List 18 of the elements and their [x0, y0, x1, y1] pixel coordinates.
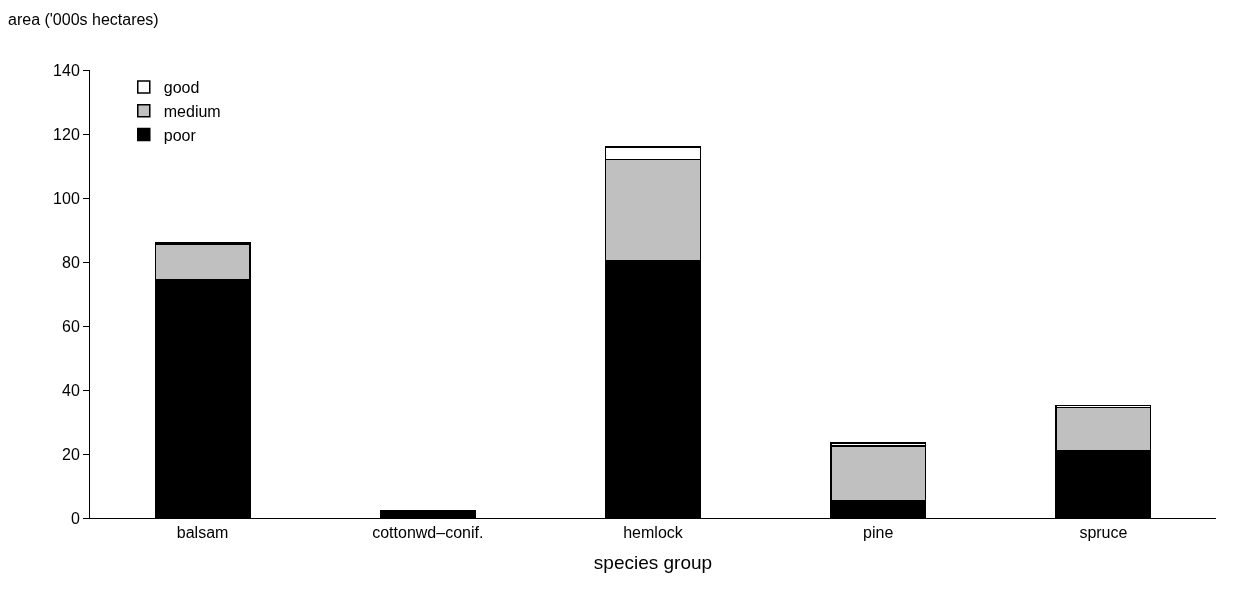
y-axis-title: area ('000s hectares) [8, 11, 159, 28]
y-tick-label: 140 [53, 61, 80, 79]
y-tick-label: 40 [62, 381, 80, 399]
x-tick-label: pine [863, 524, 894, 542]
x-tick-label: spruce [1079, 524, 1128, 542]
x-axis-title: species group [593, 552, 713, 573]
y-tick-label: 60 [62, 317, 80, 335]
x-tick-label: cottonwd–conif. [372, 524, 484, 542]
y-tick-label: 0 [70, 509, 80, 527]
legend-label: good [163, 79, 200, 97]
y-tick-label: 20 [62, 445, 80, 463]
y-tick-label: 120 [53, 125, 80, 143]
y-tick-label: 80 [62, 253, 80, 271]
legend-label: medium [163, 102, 221, 120]
x-tick-label: balsam [176, 524, 229, 542]
legend-label: poor [163, 126, 197, 144]
x-tick-label: hemlock [623, 524, 684, 542]
y-tick-label: 100 [53, 189, 80, 207]
